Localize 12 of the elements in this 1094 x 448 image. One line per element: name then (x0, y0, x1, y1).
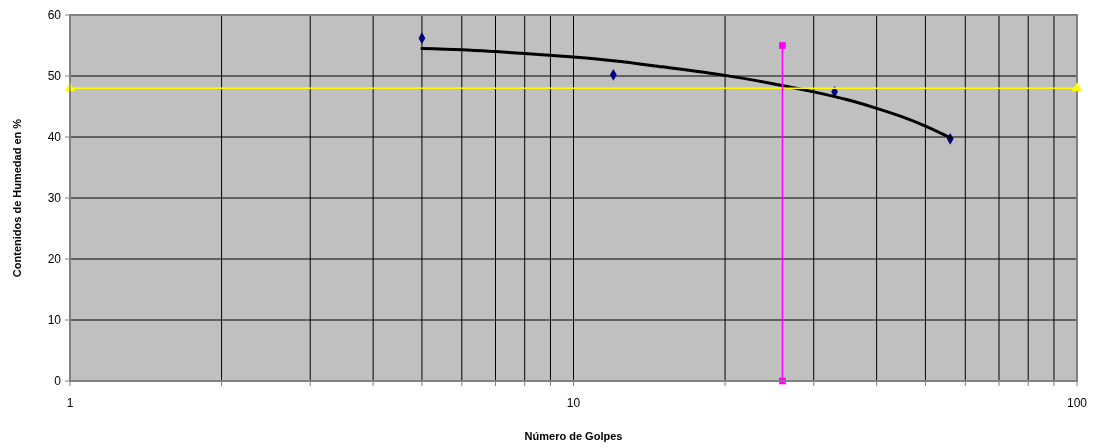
y-tick-label: 30 (47, 191, 62, 206)
x-axis-title: Número de Golpes (524, 430, 623, 442)
y-tick-label: 0 (54, 374, 62, 389)
x-tick-label: 100 (1066, 396, 1088, 410)
y-tick-label: 50 (47, 69, 62, 84)
x-tick-label: 1 (66, 396, 74, 410)
y-tick-label: 20 (47, 252, 62, 267)
y-tick-label: 60 (47, 8, 62, 23)
x-tick-label: 10 (566, 396, 581, 410)
y-tick-label: 40 (47, 130, 62, 145)
y-tick-label: 10 (47, 313, 62, 328)
y-axis-title: Contenidos de Humedad en % (11, 118, 23, 278)
